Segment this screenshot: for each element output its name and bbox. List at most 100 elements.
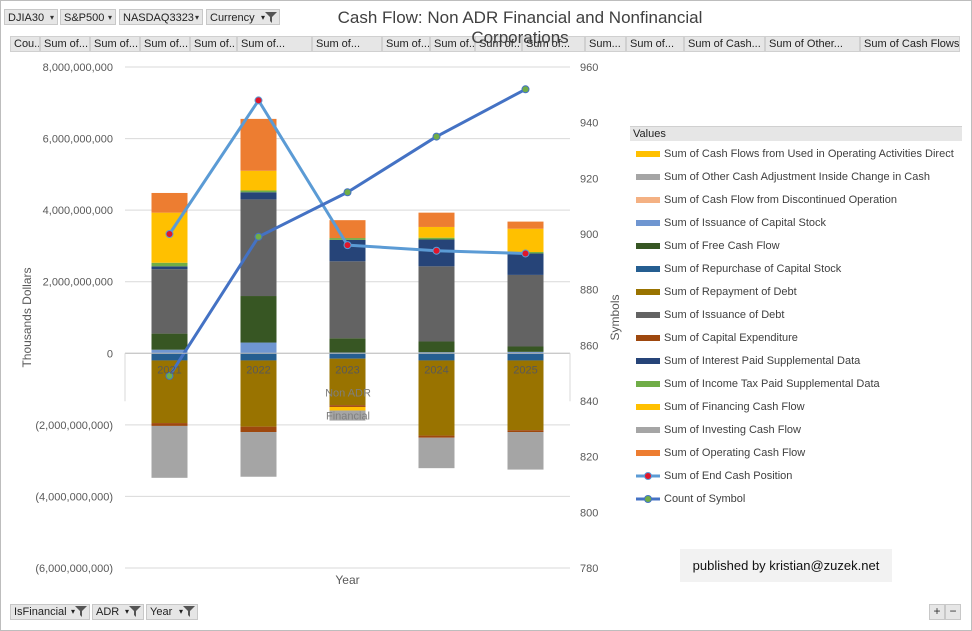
y-tick-label: 0 <box>107 348 113 360</box>
y2-tick-label: 920 <box>580 173 598 185</box>
line-marker <box>254 96 263 105</box>
value-field-button[interactable]: Sum of... <box>382 36 430 52</box>
bar-segment <box>418 266 455 342</box>
legend-label: Sum of Interest Paid Supplemental Data <box>664 355 861 367</box>
chevron-down-icon: ▾ <box>194 13 199 22</box>
bottom-filter-button-2[interactable]: Year ▾ <box>146 604 198 620</box>
line-marker <box>521 249 530 258</box>
value-field-button[interactable]: Sum of... <box>190 36 237 52</box>
bar-segment <box>151 262 188 267</box>
legend-item: Sum of Interest Paid Supplemental Data <box>636 355 860 367</box>
bar-segment <box>329 405 366 407</box>
bar-segment <box>507 274 544 347</box>
bar-segment <box>418 212 455 227</box>
bar-segment <box>329 238 366 240</box>
value-field-button[interactable]: Sum of... <box>90 36 140 52</box>
legend-swatch <box>636 220 660 227</box>
filter-button-1[interactable]: S&P500 ▾ <box>60 9 116 25</box>
y-tick-label: (4,000,000,000) <box>35 491 113 503</box>
funnel-icon: ▾ <box>125 606 141 622</box>
value-field-button[interactable]: Sum of... <box>237 36 312 52</box>
line-marker <box>432 246 441 255</box>
zoom-out-button[interactable]: − <box>945 604 961 620</box>
legend-item: Sum of Cash Flow from Discontinued Opera… <box>636 194 897 206</box>
value-field-button[interactable]: Sum of... <box>522 36 585 52</box>
value-field-button[interactable]: Sum... <box>585 36 626 52</box>
y2-tick-label: 780 <box>580 563 598 575</box>
bar-segment <box>151 333 188 350</box>
value-field-button[interactable]: Cou... <box>10 36 40 52</box>
legend-label: Sum of Issuance of Debt <box>664 309 785 321</box>
y-axis-title: Thousands Dollars <box>20 267 34 367</box>
bar-segment <box>329 220 366 239</box>
x-tick-label: 2022 <box>246 364 270 376</box>
value-field-button[interactable]: Sum of... <box>312 36 382 52</box>
value-field-button[interactable]: Sum of... <box>475 36 522 52</box>
legend-label: Sum of Other Cash Adjustment Inside Chan… <box>664 171 930 183</box>
y2-tick-label: 940 <box>580 118 598 130</box>
legend-swatch <box>636 493 660 505</box>
legend-item: Sum of Capital Expenditure <box>636 332 798 344</box>
bottom-filter-label: ADR <box>96 606 120 618</box>
line-marker <box>521 85 530 94</box>
legend-item: Sum of Financing Cash Flow <box>636 401 805 413</box>
bottom-filter-button-1[interactable]: ADR ▾ <box>92 604 144 620</box>
filter-label: DJIA30 <box>8 12 45 24</box>
filter-label: S&P500 <box>64 12 105 24</box>
legend-label: Sum of Repayment of Debt <box>664 286 797 298</box>
legend-label: Sum of Income Tax Paid Supplemental Data <box>664 378 880 390</box>
legend-item: Sum of Other Cash Adjustment Inside Chan… <box>636 171 930 183</box>
bar-segment <box>507 430 544 433</box>
y2-tick-label: 880 <box>580 285 598 297</box>
y-tick-label: 4,000,000,000 <box>43 205 113 217</box>
y2-tick-label: 900 <box>580 229 598 241</box>
bar-segment <box>418 353 455 361</box>
bar-segment <box>240 342 277 354</box>
bar-segment <box>329 338 366 353</box>
line-marker <box>343 188 352 197</box>
value-field-button[interactable]: Sum of... <box>140 36 190 52</box>
legend-item: Sum of Issuance of Capital Stock <box>636 217 826 229</box>
bar-segment <box>329 406 366 411</box>
bar-segment <box>240 190 277 193</box>
bar-segment <box>240 192 277 200</box>
legend-label: Sum of Free Cash Flow <box>664 240 780 252</box>
filter-button-0[interactable]: DJIA30 ▾ <box>4 9 58 25</box>
line-marker <box>432 132 441 141</box>
funnel-icon: ▾ <box>179 606 195 622</box>
legend-item: Sum of Income Tax Paid Supplemental Data <box>636 378 880 390</box>
value-field-button[interactable]: Sum of... <box>40 36 90 52</box>
bar-segment <box>151 269 188 334</box>
y-tick-label: 2,000,000,000 <box>43 277 113 289</box>
bar-segment <box>329 358 366 406</box>
filter-button-2[interactable]: NASDAQ3323 ▾ <box>119 9 203 25</box>
value-field-button[interactable]: Sum of Cash Flows... <box>860 36 960 52</box>
legend-swatch <box>636 358 660 365</box>
bar-segment <box>418 226 455 238</box>
bottom-filter-button-0[interactable]: IsFinancial ▾ <box>10 604 90 620</box>
y2-tick-label: 840 <box>580 396 598 408</box>
value-field-button[interactable]: Sum of... <box>430 36 475 52</box>
filter-button-3[interactable]: Currency ▾ <box>206 9 280 25</box>
bar-segment <box>418 435 455 438</box>
value-field-button[interactable]: Sum of... <box>626 36 684 52</box>
legend-swatch <box>636 312 660 319</box>
legend-item: Sum of Cash Flows from Used in Operating… <box>636 148 954 160</box>
bar-segment <box>418 237 455 240</box>
value-field-button[interactable]: Sum of Cash... <box>684 36 765 52</box>
legend-swatch <box>636 427 660 434</box>
bar-segment <box>507 228 544 253</box>
value-field-button[interactable]: Sum of Other... <box>765 36 860 52</box>
legend-title: Values <box>630 126 962 141</box>
legend-item: Sum of Repayment of Debt <box>636 286 797 298</box>
line-marker <box>343 241 352 250</box>
bar-segment <box>507 221 544 229</box>
zoom-in-button[interactable]: + <box>929 604 945 620</box>
legend-item: Count of Symbol <box>636 493 745 505</box>
legend-swatch <box>636 381 660 388</box>
legend-label: Sum of Capital Expenditure <box>664 332 798 344</box>
legend-swatch <box>636 450 660 457</box>
legend-item: Sum of Free Cash Flow <box>636 240 780 252</box>
bar-segment <box>151 425 188 478</box>
bar-segment <box>329 261 366 339</box>
